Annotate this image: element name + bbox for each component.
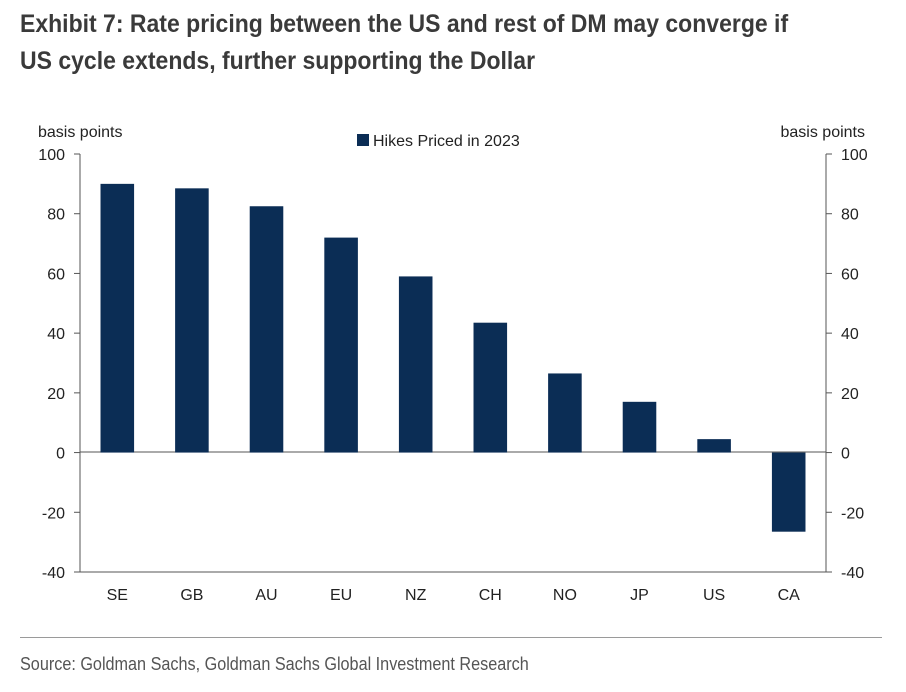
right-y-tick-label: 40 (841, 326, 859, 343)
left-axis-unit-label: basis points (38, 124, 123, 141)
bar-no (548, 373, 582, 453)
category-label: JP (630, 587, 649, 604)
axis-ticks: 100 100 80 80 60 60 40 40 20 20 0 0 -20 -20 -40 -40 (38, 147, 868, 582)
bar-gb (175, 188, 209, 453)
right-y-tick-label: -20 (841, 505, 864, 522)
category-label: CH (479, 587, 502, 604)
left-y-tick-label: 100 (38, 147, 65, 164)
chart-title: Exhibit 7: Rate pricing between the US a… (20, 10, 789, 75)
bars (100, 183, 806, 532)
right-y-tick-label: 100 (841, 147, 868, 164)
bar-au (249, 206, 284, 453)
category-labels: SE GB AU EU NZ CH NO JP US CA (107, 587, 801, 604)
bar-eu (324, 237, 358, 453)
category-label: EU (330, 587, 352, 604)
category-label: SE (107, 587, 128, 604)
category-label: US (703, 587, 725, 604)
bar-nz (398, 276, 433, 453)
right-y-tick-label: 60 (841, 266, 859, 283)
category-label: CA (778, 587, 801, 604)
left-y-tick-label: 40 (47, 326, 65, 343)
category-label: NO (553, 587, 577, 604)
legend-label: Hikes Priced in 2023 (373, 133, 520, 150)
bar-us (697, 439, 731, 453)
category-label: AU (255, 587, 277, 604)
left-y-tick-label: -40 (42, 565, 65, 582)
right-axis-unit-label: basis points (781, 124, 866, 141)
bar-ch (473, 322, 508, 453)
bar-jp (622, 401, 657, 453)
category-label: GB (180, 587, 203, 604)
legend-swatch (357, 134, 369, 146)
chart-area: basis points basis points Hikes Priced i… (38, 124, 868, 604)
right-y-tick-label: 20 (841, 386, 859, 403)
category-label: NZ (405, 587, 427, 604)
bar-se (100, 183, 135, 453)
left-y-tick-label: 20 (47, 386, 65, 403)
left-y-tick-label: 0 (56, 446, 65, 463)
left-y-tick-label: 60 (47, 266, 65, 283)
right-y-tick-label: 0 (841, 446, 850, 463)
source-divider (20, 637, 882, 638)
left-y-tick-label: -20 (42, 505, 65, 522)
bar-ca (771, 452, 806, 532)
right-y-tick-label: 80 (841, 207, 859, 224)
source-note: Source: Goldman Sachs, Goldman Sachs Glo… (20, 654, 529, 674)
left-y-tick-label: 80 (47, 207, 65, 224)
right-y-tick-label: -40 (841, 565, 864, 582)
